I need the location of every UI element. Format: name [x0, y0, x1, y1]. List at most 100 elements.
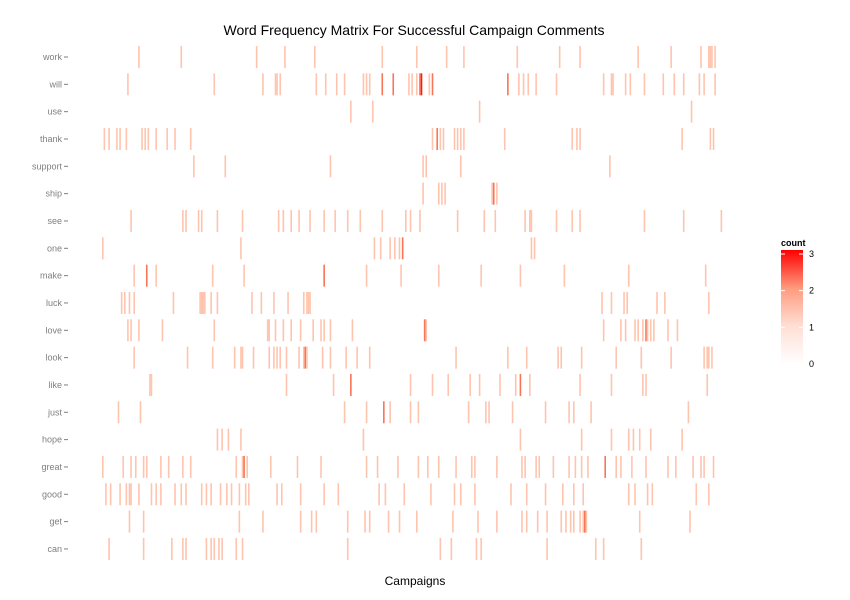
heatmap-cell — [544, 401, 547, 424]
heatmap-cell — [252, 346, 255, 369]
heatmap-cell — [667, 455, 669, 478]
heatmap-cell — [200, 291, 203, 314]
heatmap-cell — [594, 537, 597, 560]
heatmap-cell — [315, 510, 318, 533]
heatmap-cell — [681, 127, 683, 150]
heatmap-cell — [160, 483, 162, 506]
heatmap-cell — [714, 46, 716, 68]
heatmap-cell — [138, 46, 140, 68]
heatmap-cell — [459, 483, 462, 506]
y-axis: work will use thank support ship see one make luc… — [32, 52, 68, 554]
heatmap-cell — [405, 209, 407, 232]
heatmap-cell — [127, 73, 129, 96]
heatmap-cell — [573, 510, 575, 533]
heatmap-cell — [624, 73, 627, 96]
heatmap-cell — [568, 455, 570, 478]
heatmap-cell — [276, 483, 278, 506]
heatmap-cell — [273, 346, 275, 369]
heatmap-cell — [470, 455, 473, 478]
heatmap-cell — [329, 155, 332, 178]
heatmap-cell — [155, 264, 157, 287]
heatmap-cell — [579, 209, 581, 232]
heatmap-cell — [216, 209, 219, 232]
heatmap-cell — [368, 346, 371, 369]
heatmap-cell — [480, 264, 482, 287]
heatmap-cell — [602, 73, 605, 96]
heatmap-cell — [583, 510, 586, 533]
heatmap-cell — [496, 182, 498, 205]
heatmap-cell — [149, 373, 151, 396]
heatmap-cell — [615, 455, 617, 478]
heatmap-cell — [221, 428, 223, 451]
heatmap-cell — [320, 455, 322, 478]
heatmap-cell — [260, 291, 263, 314]
heatmap-cell — [529, 209, 531, 232]
heatmap-cell — [587, 455, 589, 478]
heatmap-cell — [241, 209, 244, 232]
heatmap-cell — [692, 455, 694, 478]
heatmap-cell — [437, 182, 440, 205]
heatmap-cell — [240, 428, 242, 451]
heatmap-cell — [478, 373, 481, 396]
legend-colorbar — [781, 250, 803, 364]
heatmap-cell — [174, 483, 176, 506]
heatmap-cell — [102, 455, 104, 478]
heatmap-cell — [535, 73, 537, 96]
heatmap-cell — [119, 483, 121, 506]
heatmap-cell — [428, 73, 431, 96]
heatmap-cell — [439, 127, 442, 150]
heatmap-cell — [364, 510, 366, 533]
heatmap-cell — [138, 319, 140, 342]
heatmap-cell — [365, 401, 368, 424]
heatmap-cell — [302, 346, 305, 369]
heatmap-cell — [714, 73, 716, 96]
heatmap-cell — [416, 46, 418, 68]
heatmap-cell — [703, 455, 705, 478]
heatmap-cell — [538, 455, 541, 478]
heatmap-cell — [142, 537, 145, 560]
heatmap-cell — [571, 127, 574, 150]
heatmap-cell — [368, 510, 371, 533]
heatmap-cell — [579, 373, 581, 396]
heatmap-cell — [690, 100, 693, 123]
heatmap-cell — [511, 401, 514, 424]
heatmap-cell — [304, 346, 307, 369]
heatmap-cell — [637, 46, 639, 68]
heatmap-cell — [708, 483, 710, 506]
heatmap-cell — [499, 373, 501, 396]
heatmap-cell — [145, 264, 148, 287]
heatmap-cell — [139, 401, 142, 424]
plot-panel — [102, 46, 723, 560]
heatmap-cell — [302, 291, 305, 314]
heatmap-cell — [687, 401, 690, 424]
heatmap-cell — [419, 73, 421, 96]
heatmap-cell — [558, 46, 561, 68]
heatmap-cell — [533, 237, 536, 260]
heatmap-cell — [426, 455, 429, 478]
heatmap-cell — [108, 537, 110, 560]
heatmap-cell — [602, 319, 605, 342]
heatmap-cell — [186, 346, 189, 369]
heatmap-cell — [422, 155, 424, 178]
heatmap-cell — [631, 455, 633, 478]
heatmap-cell — [299, 483, 302, 506]
heatmap-cell — [285, 373, 288, 396]
heatmap-cell — [120, 291, 123, 314]
heatmap-cell — [474, 455, 476, 478]
heatmap-cell — [166, 127, 168, 150]
heatmap-cell — [676, 319, 679, 342]
y-tick-label: look — [45, 353, 62, 363]
heatmap-cell — [216, 428, 219, 451]
heatmap-cell — [205, 483, 208, 506]
heatmap-cell — [670, 46, 672, 68]
heatmap-cell — [585, 510, 588, 533]
legend-title: count — [781, 238, 806, 248]
heatmap-cell — [171, 537, 173, 560]
heatmap-cell — [700, 455, 702, 478]
heatmap-cell — [125, 127, 128, 150]
heatmap-cell — [560, 346, 563, 369]
heatmap-cell — [216, 291, 219, 314]
heatmap-cell — [296, 455, 299, 478]
heatmap-cell — [485, 401, 487, 424]
